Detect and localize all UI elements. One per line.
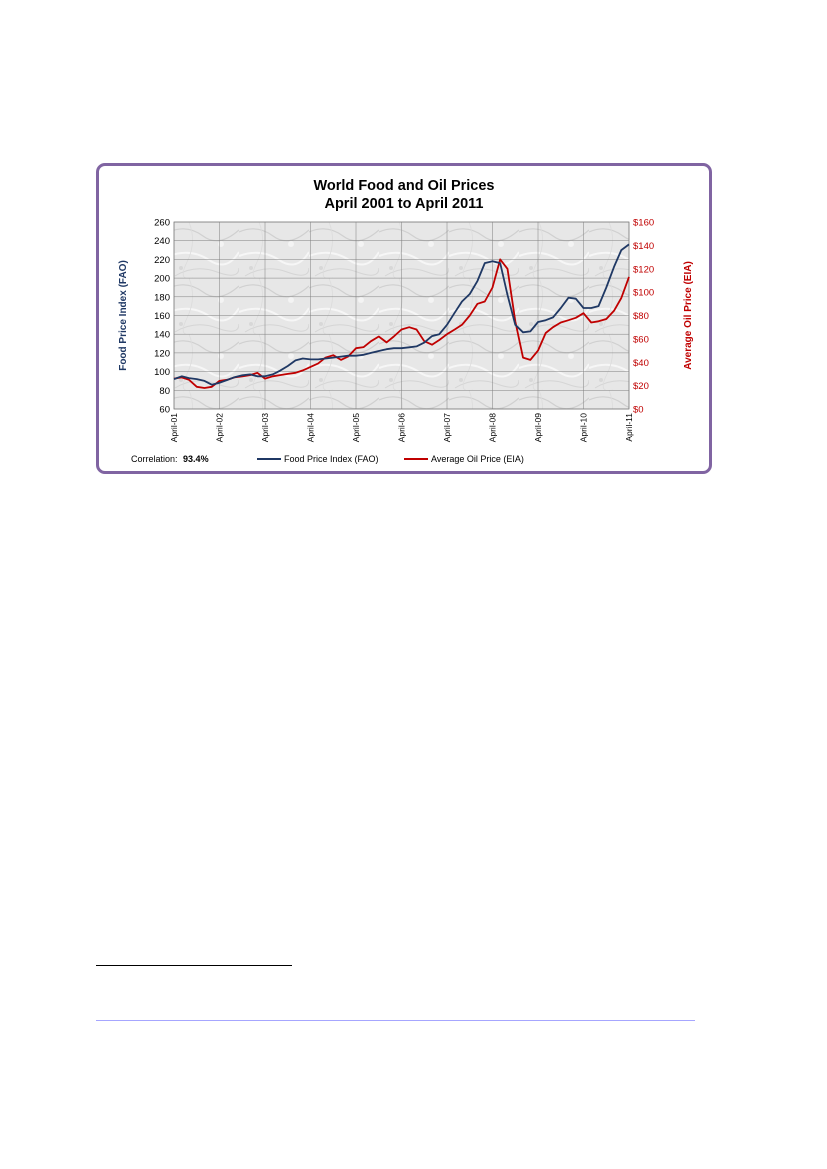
right-tick-label: $0 — [633, 405, 644, 416]
right-tick-label: $20 — [633, 381, 649, 392]
footnote-link-underline[interactable] — [96, 1020, 695, 1021]
chart-title-line-2: April 2001 to April 2011 — [324, 196, 483, 212]
correlation-value: 93.4% — [183, 454, 209, 464]
right-tick-label: $100 — [633, 288, 654, 299]
right-tick-label: $160 — [633, 218, 654, 229]
left-tick-label: 80 — [159, 386, 170, 397]
right-tick-label: $80 — [633, 311, 649, 322]
footnote-separator — [96, 965, 292, 966]
left-tick-label: 260 — [154, 218, 170, 229]
left-tick-label: 220 — [154, 255, 170, 266]
series-line-food-price-index — [173, 243, 630, 386]
x-tick-label: April-03 — [260, 413, 270, 443]
left-tick-label: 60 — [159, 405, 170, 416]
right-axis-label: Average Oil Price (EIA) — [683, 261, 694, 370]
left-tick-label: 180 — [154, 292, 170, 303]
correlation-label-text: Correlation: — [131, 454, 178, 464]
x-tick-label: April-04 — [306, 413, 316, 443]
plot-border — [173, 221, 630, 410]
right-tick-label: $40 — [633, 358, 649, 369]
x-axis-ticks: April-01 April-02 April-03 April-04 April-05… — [169, 413, 634, 443]
x-tick-label: April-02 — [215, 413, 225, 443]
x-tick-label: April-09 — [533, 413, 543, 443]
legend: Correlation: 93.4% Food Price Index (FAO… — [131, 454, 524, 464]
x-tick-label: April-05 — [351, 413, 361, 443]
left-tick-label: 160 — [154, 311, 170, 322]
x-tick-label: April-07 — [442, 413, 452, 443]
right-tick-label: $140 — [633, 241, 654, 252]
chart-title-line-1: World Food and Oil Prices — [313, 178, 494, 194]
correlation-label: Correlation: 93.4% — [131, 454, 209, 464]
left-tick-label: 120 — [154, 348, 170, 359]
left-axis-ticks: 260 240 220 200 180 160 140 120 100 80 60 — [154, 218, 170, 416]
x-tick-label: April-01 — [169, 413, 179, 443]
left-tick-label: 140 — [154, 330, 170, 341]
x-tick-label: April-11 — [624, 413, 634, 442]
x-tick-label: April-10 — [579, 413, 589, 443]
right-tick-label: $60 — [633, 334, 649, 345]
chart: World Food and Oil Prices April 2001 to … — [118, 178, 694, 464]
legend-label-oil: Average Oil Price (EIA) — [431, 454, 524, 464]
series-lines — [173, 243, 630, 389]
x-tick-label: April-08 — [488, 413, 498, 443]
right-axis-ticks: $160 $140 $120 $100 $80 $60 $40 $20 $0 — [633, 218, 654, 416]
left-tick-label: 200 — [154, 274, 170, 285]
legend-label-food: Food Price Index (FAO) — [284, 454, 379, 464]
chart-frame: World Food and Oil Prices April 2001 to … — [96, 163, 712, 474]
x-tick-label: April-06 — [397, 413, 407, 443]
left-tick-label: 240 — [154, 236, 170, 247]
right-tick-label: $120 — [633, 264, 654, 275]
left-tick-label: 100 — [154, 367, 170, 378]
left-axis-label: Food Price Index (FAO) — [118, 260, 129, 371]
